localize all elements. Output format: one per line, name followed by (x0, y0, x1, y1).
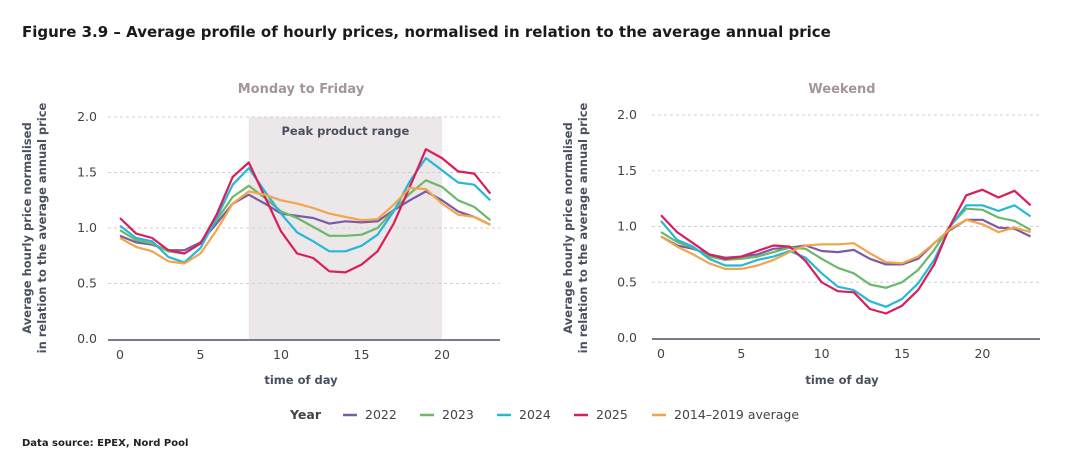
x-tick-label: 15 (894, 346, 910, 361)
legend: Year 2022 2023 2024 2025 2014–2019 average (289, 407, 799, 422)
y-tick-label: 0.0 (617, 330, 637, 345)
x-axis-label: time of day (264, 373, 338, 387)
y-tick-label: 1.0 (77, 220, 97, 235)
series-line-2025 (119, 148, 492, 274)
y-tick-label: 1.5 (617, 163, 637, 178)
x-tick-label: 5 (197, 347, 205, 362)
x-tick-label: 20 (974, 346, 990, 361)
legend-item-label: 2023 (442, 407, 474, 422)
x-tick-label: 5 (737, 346, 745, 361)
y-tick-label: 0.5 (77, 276, 97, 291)
x-tick-label: 0 (657, 346, 665, 361)
y-axis-label-line2: in relation to the average annual price (576, 102, 590, 353)
series-line-2014-2019-average (119, 186, 491, 265)
y-tick-label: 1.5 (77, 165, 97, 180)
series-line-2025 (660, 188, 1032, 315)
chart-weekend: Weekend Average hourly price normalised … (561, 82, 1040, 387)
y-tick-label: 2.0 (77, 109, 97, 124)
y-tick-label: 0.0 (77, 331, 97, 346)
chart-weekday: Peak product range Monday to Friday Aver… (20, 82, 500, 387)
y-axis-label-line1: Average hourly price normalised (20, 122, 34, 333)
chart-title-weekday: Monday to Friday (238, 82, 365, 97)
series-line-2024 (660, 204, 1032, 308)
series-line-2024 (119, 157, 492, 264)
chart-title-weekend: Weekend (808, 82, 875, 97)
legend-item-label: 2024 (519, 407, 551, 422)
x-tick-label: 15 (354, 347, 370, 362)
peak-range-label: Peak product range (281, 124, 409, 138)
y-tick-label: 1.0 (617, 219, 637, 234)
legend-item-label: 2025 (596, 407, 628, 422)
legend-title: Year (289, 407, 322, 422)
legend-item-label: 2022 (365, 407, 397, 422)
legend-item-label: 2014–2019 average (674, 407, 799, 422)
x-tick-label: 10 (273, 347, 289, 362)
x-tick-label: 10 (814, 346, 830, 361)
x-axis-label: time of day (805, 373, 879, 387)
y-axis-label-line2: in relation to the average annual price (35, 102, 49, 353)
series-line-2014-2019-average (660, 218, 1031, 270)
y-tick-label: 2.0 (617, 107, 637, 122)
y-tick-label: 0.5 (617, 274, 637, 289)
y-axis-label-line1: Average hourly price normalised (561, 122, 575, 333)
figure-title: Figure 3.9 – Average profile of hourly p… (22, 23, 831, 41)
x-tick-label: 0 (116, 347, 124, 362)
data-source: Data source: EPEX, Nord Pool (22, 438, 188, 449)
x-tick-label: 20 (434, 347, 450, 362)
series-line-2023 (660, 207, 1032, 289)
